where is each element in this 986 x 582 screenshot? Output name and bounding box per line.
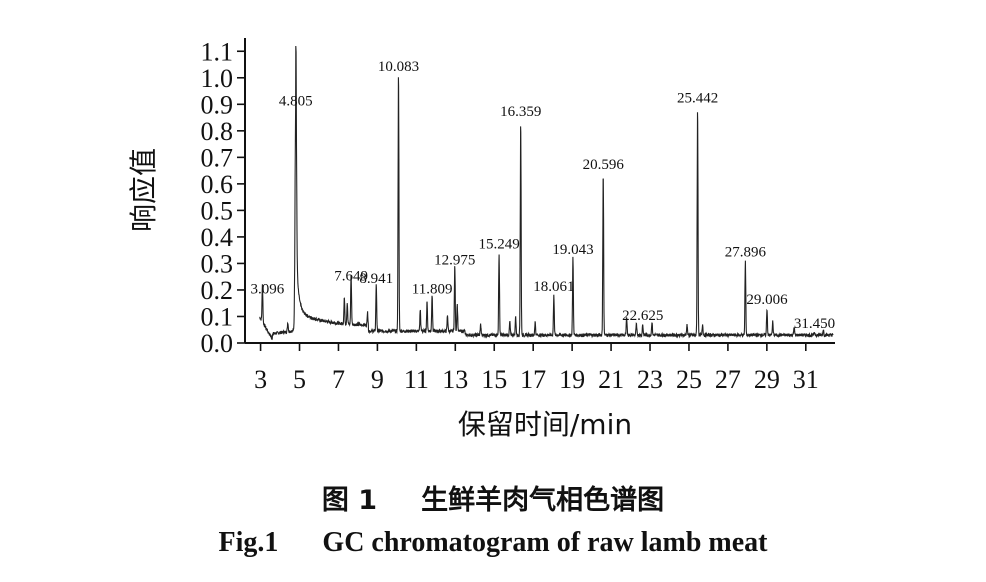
figure-number-en: Fig.1 bbox=[218, 527, 279, 558]
x-tick-label: 5 bbox=[293, 365, 306, 394]
y-tick-label: 0.1 bbox=[201, 302, 234, 331]
peak-label: 15.249 bbox=[478, 236, 519, 252]
x-tick-label: 25 bbox=[676, 365, 702, 394]
y-tick-label: 0.8 bbox=[201, 117, 234, 146]
x-tick-label: 19 bbox=[559, 365, 585, 394]
y-axis-title: 响应值 bbox=[127, 148, 160, 232]
x-tick-label: 21 bbox=[598, 365, 624, 394]
axes: 0.00.10.20.30.40.50.60.70.80.91.01.1 3 5 7 9… bbox=[201, 37, 835, 394]
y-tick-label: 0.7 bbox=[201, 143, 234, 172]
x-tick-label: 11 bbox=[404, 365, 429, 394]
peak-label: 19.043 bbox=[552, 242, 593, 258]
y-tick-label: 0.9 bbox=[201, 90, 234, 119]
chromatogram-chart: 0.00.10.20.30.40.50.60.70.80.91.01.1 3 5 7 9… bbox=[127, 37, 835, 441]
x-tick-label: 31 bbox=[793, 365, 819, 394]
y-tick-label: 1.1 bbox=[201, 37, 234, 66]
caption-english: Fig.1 GC chromatogram of raw lamb meat bbox=[0, 527, 986, 559]
x-tick-label: 15 bbox=[481, 365, 507, 394]
peak-label: 18.061 bbox=[533, 279, 574, 295]
y-tick-label: 0.4 bbox=[201, 223, 234, 252]
peak-label: 8.941 bbox=[359, 271, 393, 287]
peak-label: 4.805 bbox=[279, 93, 313, 109]
chromatogram-line bbox=[259, 45, 834, 341]
peak-label: 20.596 bbox=[583, 157, 625, 173]
y-tick-label: 0.3 bbox=[201, 249, 234, 278]
peak-label: 25.442 bbox=[677, 91, 718, 107]
y-tick-label: 0.6 bbox=[201, 170, 234, 199]
y-tick-label: 0.5 bbox=[201, 196, 234, 225]
x-tick-label: 3 bbox=[254, 365, 267, 394]
x-tick-label: 13 bbox=[442, 365, 468, 394]
chromatogram-trace bbox=[259, 45, 834, 341]
peak-label: 29.006 bbox=[746, 292, 788, 308]
x-tick-label: 27 bbox=[715, 365, 741, 394]
y-tick-label: 1.0 bbox=[201, 64, 234, 93]
peak-label: 22.625 bbox=[622, 308, 663, 324]
x-tick-label: 7 bbox=[332, 365, 345, 394]
peak-label: 11.809 bbox=[412, 282, 453, 298]
peak-label: 12.975 bbox=[434, 252, 475, 268]
peak-label: 31.450 bbox=[794, 316, 835, 332]
figure-number-cn: 图 1 bbox=[321, 485, 378, 516]
figure-title-cn: 生鲜羊肉气相色谱图 bbox=[421, 485, 665, 516]
x-axis-title: 保留时间/min bbox=[458, 408, 632, 441]
x-tick-label: 23 bbox=[637, 365, 663, 394]
peak-label: 27.896 bbox=[725, 244, 767, 260]
peak-label: 3.096 bbox=[250, 282, 284, 298]
x-tick-label: 17 bbox=[520, 365, 546, 394]
y-tick-label: 0.2 bbox=[201, 276, 234, 305]
peak-label: 7.649 bbox=[334, 268, 368, 284]
peak-label: 16.359 bbox=[500, 104, 541, 120]
x-tick-label: 9 bbox=[371, 365, 384, 394]
y-tick-label: 0.0 bbox=[201, 329, 234, 358]
caption-chinese: 图 1 生鲜羊肉气相色谱图 bbox=[0, 478, 986, 517]
figure-title-en: GC chromatogram of raw lamb meat bbox=[322, 527, 768, 558]
peak-label: 10.083 bbox=[378, 59, 419, 75]
x-tick-label: 29 bbox=[754, 365, 780, 394]
